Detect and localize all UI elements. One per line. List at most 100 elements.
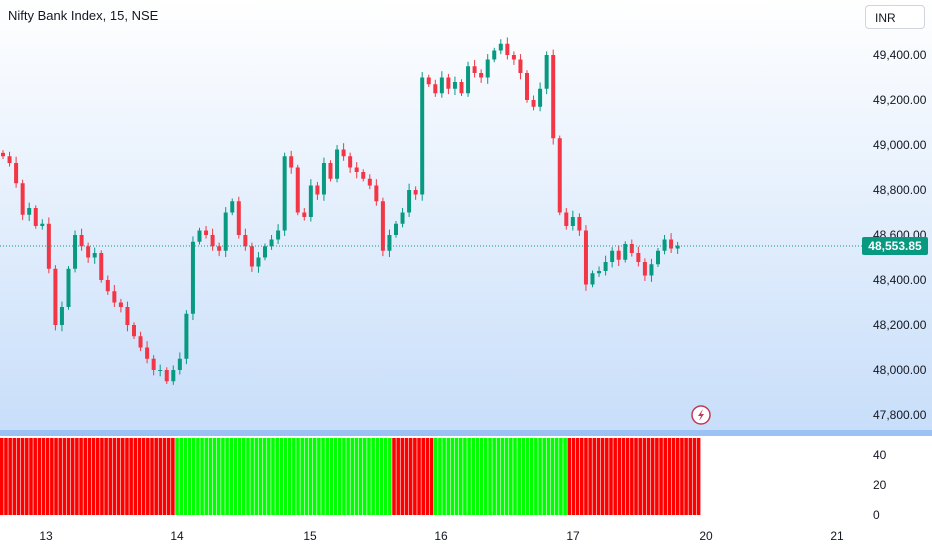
candle-body — [610, 250, 615, 262]
x-tick-label: 20 — [699, 529, 713, 543]
indicator-bar — [100, 438, 104, 515]
x-tick-label: 16 — [434, 529, 448, 543]
candle-body — [125, 307, 130, 325]
indicator-bar — [166, 438, 171, 515]
indicator-bar — [642, 438, 647, 515]
indicator-bar — [671, 438, 676, 515]
candle-body — [40, 223, 45, 226]
candle-body — [577, 217, 582, 231]
indicator-bar — [517, 438, 521, 515]
candle-body — [249, 246, 254, 267]
indicator-bar — [337, 438, 342, 515]
indicator-bar — [292, 438, 296, 515]
indicator-bar — [379, 438, 384, 515]
indicator-bar — [271, 438, 275, 515]
indicator-bar — [646, 438, 651, 515]
y-tick-label: 48,400.00 — [873, 273, 927, 287]
indicator-bar — [25, 438, 29, 515]
indicator-bar — [158, 438, 163, 515]
indicator-bar — [429, 438, 434, 515]
indicator-bar — [154, 438, 158, 515]
candle-body — [295, 167, 300, 213]
candle-body — [59, 307, 64, 325]
indicator-bar — [625, 438, 630, 515]
indicator-tick-label: 0 — [873, 508, 880, 522]
price-axis[interactable]: 49,400.0049,200.0049,000.0048,800.0048,6… — [873, 48, 927, 422]
candle-body — [53, 268, 58, 325]
indicator-bar — [58, 438, 62, 515]
indicator-bar — [617, 438, 622, 515]
alert-icon[interactable] — [691, 405, 711, 425]
indicator-bar — [575, 438, 580, 515]
indicator-bar — [321, 438, 325, 515]
indicator-bar — [0, 438, 4, 515]
indicator-axis[interactable]: 40 20 0 — [873, 448, 887, 522]
indicator-bar — [133, 438, 138, 515]
candle-body — [479, 73, 484, 78]
indicator-bar — [371, 438, 375, 515]
indicator-bar — [200, 438, 204, 515]
candle-body — [302, 212, 307, 217]
candle-body — [138, 336, 143, 348]
indicator-bar — [262, 438, 267, 515]
indicator-bar — [463, 438, 467, 515]
candle-body — [452, 82, 457, 89]
indicator-bar — [250, 438, 254, 515]
candle-body — [171, 370, 176, 382]
indicator-bar — [187, 438, 192, 515]
main-pane-background — [0, 0, 932, 430]
indicator-bar — [308, 438, 313, 515]
indicator-bar — [221, 438, 225, 515]
indicator-bar — [275, 438, 279, 515]
indicator-bar — [254, 438, 259, 515]
time-axis[interactable]: 13 14 15 16 17 20 21 — [39, 529, 844, 543]
indicator-bar — [550, 438, 555, 515]
indicator-bar — [141, 438, 146, 515]
indicator-bar — [342, 438, 346, 515]
indicator-bar — [175, 438, 179, 515]
indicator-bar — [680, 438, 684, 515]
indicator-series — [0, 438, 701, 515]
indicator-bar — [400, 438, 405, 515]
indicator-bar — [504, 438, 509, 515]
candle-body — [642, 262, 647, 276]
candle-body — [583, 230, 588, 285]
currency-button[interactable]: INR — [865, 5, 925, 29]
candle-body — [407, 190, 412, 213]
x-tick-label: 15 — [303, 529, 317, 543]
candle-body — [132, 325, 136, 337]
pane-separator[interactable] — [0, 430, 932, 436]
candle-body — [518, 59, 523, 73]
indicator-bar — [655, 438, 659, 515]
indicator-bar — [8, 438, 12, 515]
indicator-bar — [150, 438, 154, 515]
indicator-bar — [559, 438, 563, 515]
indicator-bar — [421, 438, 426, 515]
candle-body — [623, 244, 628, 260]
indicator-bar — [329, 438, 334, 515]
indicator-bar — [95, 438, 100, 515]
candle-body — [210, 235, 215, 247]
indicator-bar — [287, 438, 292, 515]
candle-body — [92, 253, 97, 258]
indicator-bar — [388, 438, 392, 515]
candle-body — [420, 77, 425, 195]
candle-body — [177, 358, 182, 370]
candle-body — [348, 156, 353, 168]
indicator-bar — [450, 438, 455, 515]
candle-body — [269, 239, 274, 247]
indicator-bar — [258, 438, 263, 515]
candle-body — [544, 55, 549, 89]
x-tick-label: 14 — [170, 529, 184, 543]
x-tick-label: 13 — [39, 529, 53, 543]
indicator-bar — [534, 438, 538, 515]
indicator-bar — [521, 438, 526, 515]
indicator-bar — [383, 438, 388, 515]
indicator-bar — [692, 438, 697, 515]
indicator-tick-label: 20 — [873, 478, 887, 492]
candle-body — [27, 208, 32, 215]
indicator-bar — [634, 438, 638, 515]
candle-body — [525, 73, 529, 100]
